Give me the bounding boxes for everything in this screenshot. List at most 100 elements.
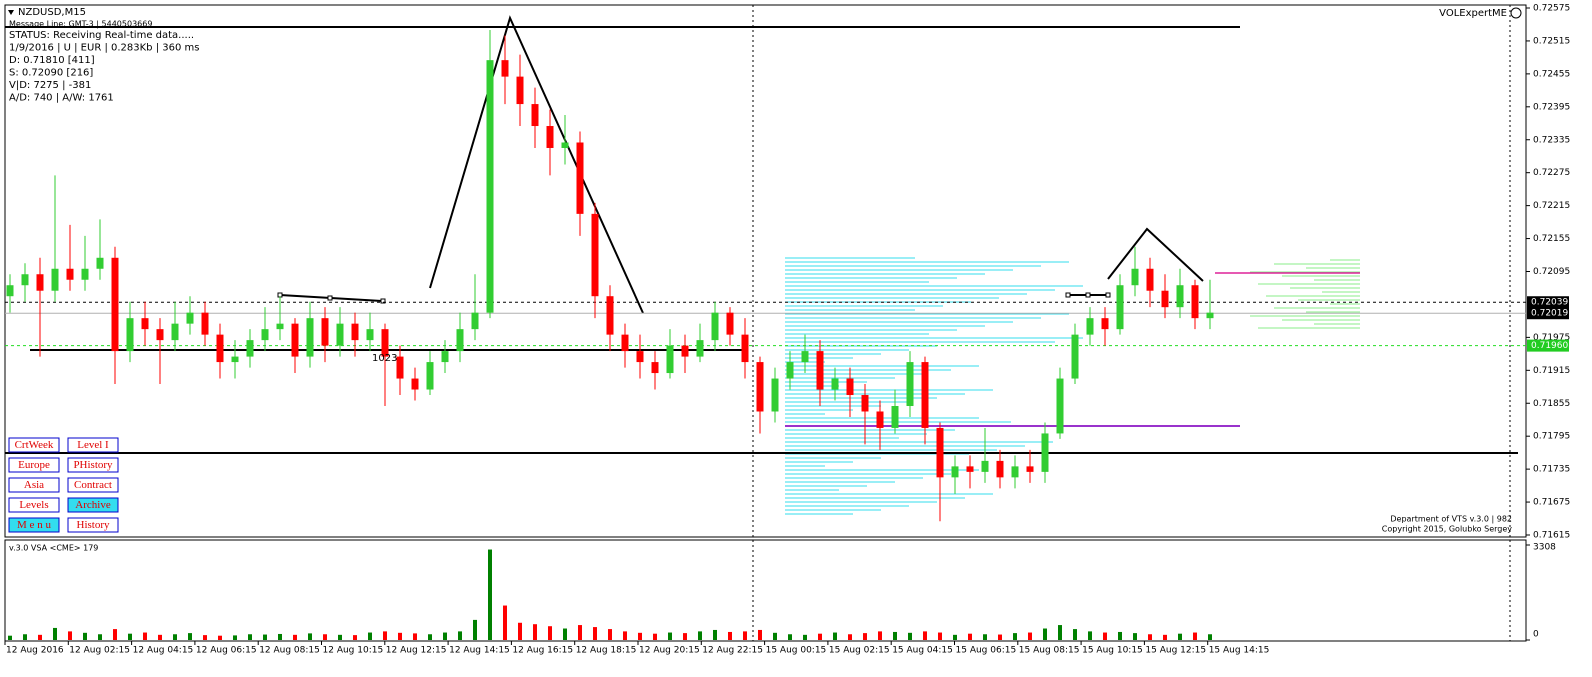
y-tick-label: 0.72155 <box>1533 234 1570 244</box>
candle-body <box>201 312 209 335</box>
button[interactable]: Archive <box>67 497 119 513</box>
volume-bar <box>1148 634 1152 640</box>
candle-body <box>576 142 584 214</box>
button-label[interactable]: CrtWeek <box>15 439 54 451</box>
y-tick-label: 0.71675 <box>1533 498 1570 508</box>
candle-body <box>261 329 269 341</box>
button-frame[interactable] <box>8 517 60 533</box>
x-tick-label: 12 Aug 10:15 <box>323 646 384 656</box>
candle-body <box>966 466 974 472</box>
volume-bar <box>1013 633 1017 640</box>
volume-bar <box>953 634 957 640</box>
button[interactable]: M e n u <box>8 517 60 533</box>
button-frame[interactable] <box>8 437 60 453</box>
candle-body <box>696 340 704 357</box>
volume-bar <box>638 632 642 640</box>
volume-bar <box>743 631 747 640</box>
volume-bar <box>173 634 177 640</box>
candle-body <box>1056 378 1064 434</box>
button[interactable]: Contract <box>67 477 119 493</box>
candle-body <box>636 351 644 363</box>
button-frame[interactable] <box>67 437 119 453</box>
x-tick-label: 12 Aug 02:15 <box>69 646 130 656</box>
button[interactable]: Levels <box>8 497 60 513</box>
volume-bar <box>593 627 597 640</box>
button[interactable]: Asia <box>8 477 60 493</box>
volume-bar <box>863 633 867 640</box>
candle-body <box>861 395 869 412</box>
candle-body <box>891 405 899 428</box>
x-tick-label: 15 Aug 08:15 <box>1019 646 1080 656</box>
button-label[interactable]: PHistory <box>73 459 113 471</box>
button-frame[interactable] <box>8 497 60 513</box>
price-label: 0.72019 <box>1531 309 1568 319</box>
volume-bar <box>653 633 657 640</box>
volume-bar <box>1208 634 1212 640</box>
volume-bar <box>1088 631 1092 640</box>
volume-profile <box>785 257 1360 515</box>
status-line: STATUS: Receiving Real-time data..... <box>9 30 194 41</box>
volume-bar <box>668 632 672 640</box>
candle-body <box>1011 466 1019 478</box>
x-tick-label: 15 Aug 00:15 <box>766 646 827 656</box>
candle-body <box>1176 285 1184 308</box>
y-tick-label: 0.72575 <box>1533 4 1570 14</box>
candle-body <box>726 312 734 335</box>
candles <box>6 29 1214 522</box>
indicator-icon[interactable] <box>1510 7 1522 19</box>
volume-bar <box>578 625 582 640</box>
neckline <box>277 292 1111 304</box>
y-tick-label: 0.72395 <box>1533 102 1570 112</box>
volume-bar <box>923 631 927 640</box>
button-frame[interactable] <box>8 477 60 493</box>
y-tick-label: 0.71915 <box>1533 366 1570 376</box>
button[interactable]: Europe <box>8 457 60 473</box>
volume-bar <box>53 627 57 640</box>
button-label[interactable]: Europe <box>18 459 50 471</box>
volume-bar <box>773 632 777 640</box>
candle-body <box>621 334 629 352</box>
button[interactable]: History <box>67 517 119 533</box>
volume-bar <box>1178 633 1182 640</box>
button-frame[interactable] <box>67 517 119 533</box>
volume-bar <box>38 634 42 640</box>
volume-bar <box>758 629 762 640</box>
x-tick-label: 12 Aug 04:15 <box>133 646 194 656</box>
button-label[interactable]: Asia <box>24 479 44 491</box>
candle-body <box>951 466 959 478</box>
button-label[interactable]: Contract <box>74 479 112 491</box>
candle-body <box>921 362 929 428</box>
button-label[interactable]: History <box>77 519 111 531</box>
volume-bar <box>218 635 222 640</box>
volume-bar <box>458 631 462 640</box>
volume-bar <box>83 632 87 640</box>
button-frame[interactable] <box>67 497 119 513</box>
x-tick-label: 12 Aug 16:15 <box>512 646 573 656</box>
button-label[interactable]: M e n u <box>17 519 51 531</box>
button[interactable]: PHistory <box>67 457 119 473</box>
volume-tick-label: 3308 <box>1533 543 1556 553</box>
x-tick-label: 12 Aug 06:15 <box>196 646 257 656</box>
volume-bar <box>158 634 162 640</box>
price-label-box <box>1527 339 1569 352</box>
candle-body <box>1026 466 1034 472</box>
button[interactable]: CrtWeek <box>8 437 60 453</box>
button-label[interactable]: Archive <box>75 499 111 511</box>
button-label[interactable]: Levels <box>19 499 48 511</box>
candle-body <box>771 378 779 412</box>
candle-body <box>366 329 374 341</box>
status-line: A/D: 740 | A/W: 1761 <box>9 93 114 104</box>
menu-arrow[interactable] <box>8 10 14 15</box>
button-label[interactable]: Level I <box>77 439 109 451</box>
y-tick-label: 0.71795 <box>1533 432 1570 442</box>
volume-bar <box>248 634 252 640</box>
x-tick-label: 12 Aug 18:15 <box>576 646 637 656</box>
candle-body <box>156 329 164 341</box>
button-frame[interactable] <box>67 457 119 473</box>
volume-bar <box>968 633 972 640</box>
button[interactable]: Level I <box>67 437 119 453</box>
button-frame[interactable] <box>8 457 60 473</box>
volume-bar <box>488 549 492 640</box>
button-frame[interactable] <box>67 477 119 493</box>
